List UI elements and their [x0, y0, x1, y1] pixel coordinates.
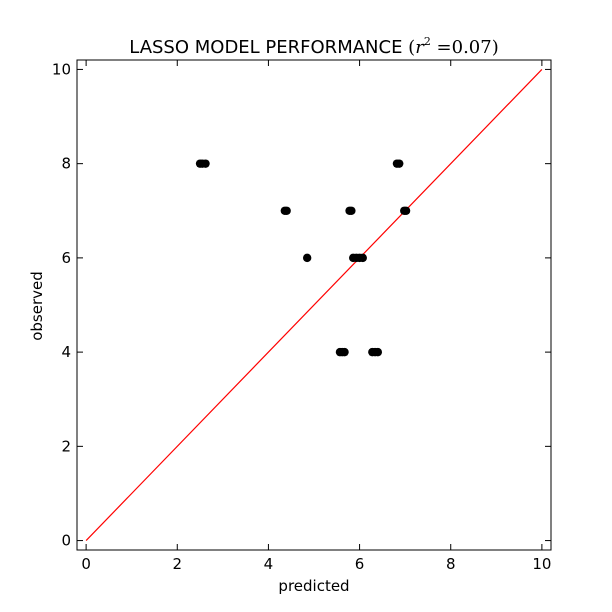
y-tick-label: 6 — [61, 249, 71, 267]
title-close-paren: ) — [492, 37, 499, 58]
chart-title: LASSO MODEL PERFORMANCE (r2 =0.07) — [129, 35, 498, 58]
x-tick-label: 4 — [264, 555, 274, 573]
y-axis-label: observed — [28, 271, 46, 341]
data-point — [201, 159, 210, 168]
x-tick-label: 2 — [172, 555, 182, 573]
x-tick-label: 6 — [355, 555, 365, 573]
data-point — [358, 253, 367, 263]
title-r: r — [415, 37, 425, 58]
title-open-paren: ( — [408, 37, 415, 58]
y-tick-label: 2 — [61, 437, 71, 455]
axis-ticks: 0 2 4 6 8 10 0 2 4 6 8 10 — [52, 60, 551, 573]
x-tick-label: 0 — [81, 555, 91, 573]
y-tick-label: 8 — [61, 155, 71, 173]
data-point — [302, 253, 312, 263]
data-point — [282, 206, 291, 215]
y-tick-label: 0 — [61, 532, 71, 550]
x-tick-label: 10 — [532, 555, 551, 573]
data-point — [347, 206, 356, 215]
data-point — [401, 206, 411, 215]
title-superscript: 2 — [424, 35, 431, 48]
reference-line — [85, 69, 543, 541]
data-point — [395, 159, 404, 168]
reference-line-layer — [85, 69, 543, 541]
y-tick-label: 4 — [61, 343, 71, 361]
title-equation: =0.07 — [431, 37, 492, 58]
y-tick-label: 10 — [52, 60, 71, 78]
scatter-points — [195, 159, 411, 357]
plot-frame — [76, 59, 552, 551]
data-point — [340, 347, 349, 357]
x-axis-label: predicted — [278, 577, 349, 595]
title-main: LASSO MODEL PERFORMANCE — [129, 37, 408, 58]
x-tick-label: 8 — [446, 555, 456, 573]
data-point — [373, 347, 383, 357]
